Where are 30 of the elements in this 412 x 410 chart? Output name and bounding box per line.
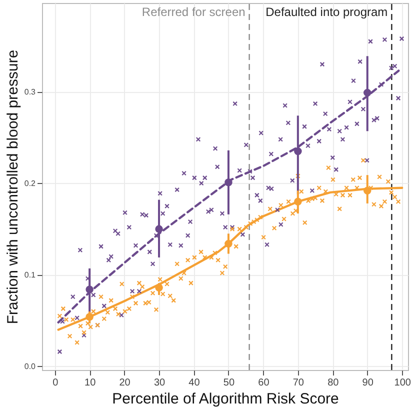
x-tick-label: 90 (362, 378, 374, 388)
ref-line-label: Referred for screen (142, 5, 246, 19)
point (86, 313, 94, 321)
y-tick-label: 0.3 (24, 87, 36, 96)
x-tick-label: 70 (292, 378, 304, 388)
point (364, 88, 372, 97)
x-tick-label: 30 (154, 378, 166, 388)
point (155, 284, 163, 292)
point (155, 225, 163, 233)
point (364, 186, 372, 194)
x-tick-label: 50 (223, 378, 235, 388)
y-tick-label: 0.0 (24, 362, 36, 371)
line-series (57, 186, 404, 331)
x-tick-label: 20 (119, 378, 131, 388)
x-tick-label: 60 (258, 378, 270, 388)
point (224, 178, 232, 186)
y-tick-label: 0.2 (24, 178, 36, 188)
point (294, 147, 302, 156)
x-tick-label: 80 (328, 378, 340, 388)
y-axis-title: Fraction with uncontrolled blood pressure (4, 50, 22, 324)
x-tick-label: 0 (52, 378, 59, 388)
point (224, 240, 232, 248)
x-axis-title: Percentile of Algorithm Risk Score (112, 390, 339, 408)
x-tick-label: 40 (188, 378, 200, 388)
point (86, 286, 94, 294)
y-tick-label: 0.1 (24, 270, 36, 280)
ref-line-label: Defaulted into program (266, 5, 388, 19)
x-tick-label: 100 (394, 378, 412, 388)
point (294, 198, 302, 206)
x-tick-label: 10 (84, 378, 96, 388)
